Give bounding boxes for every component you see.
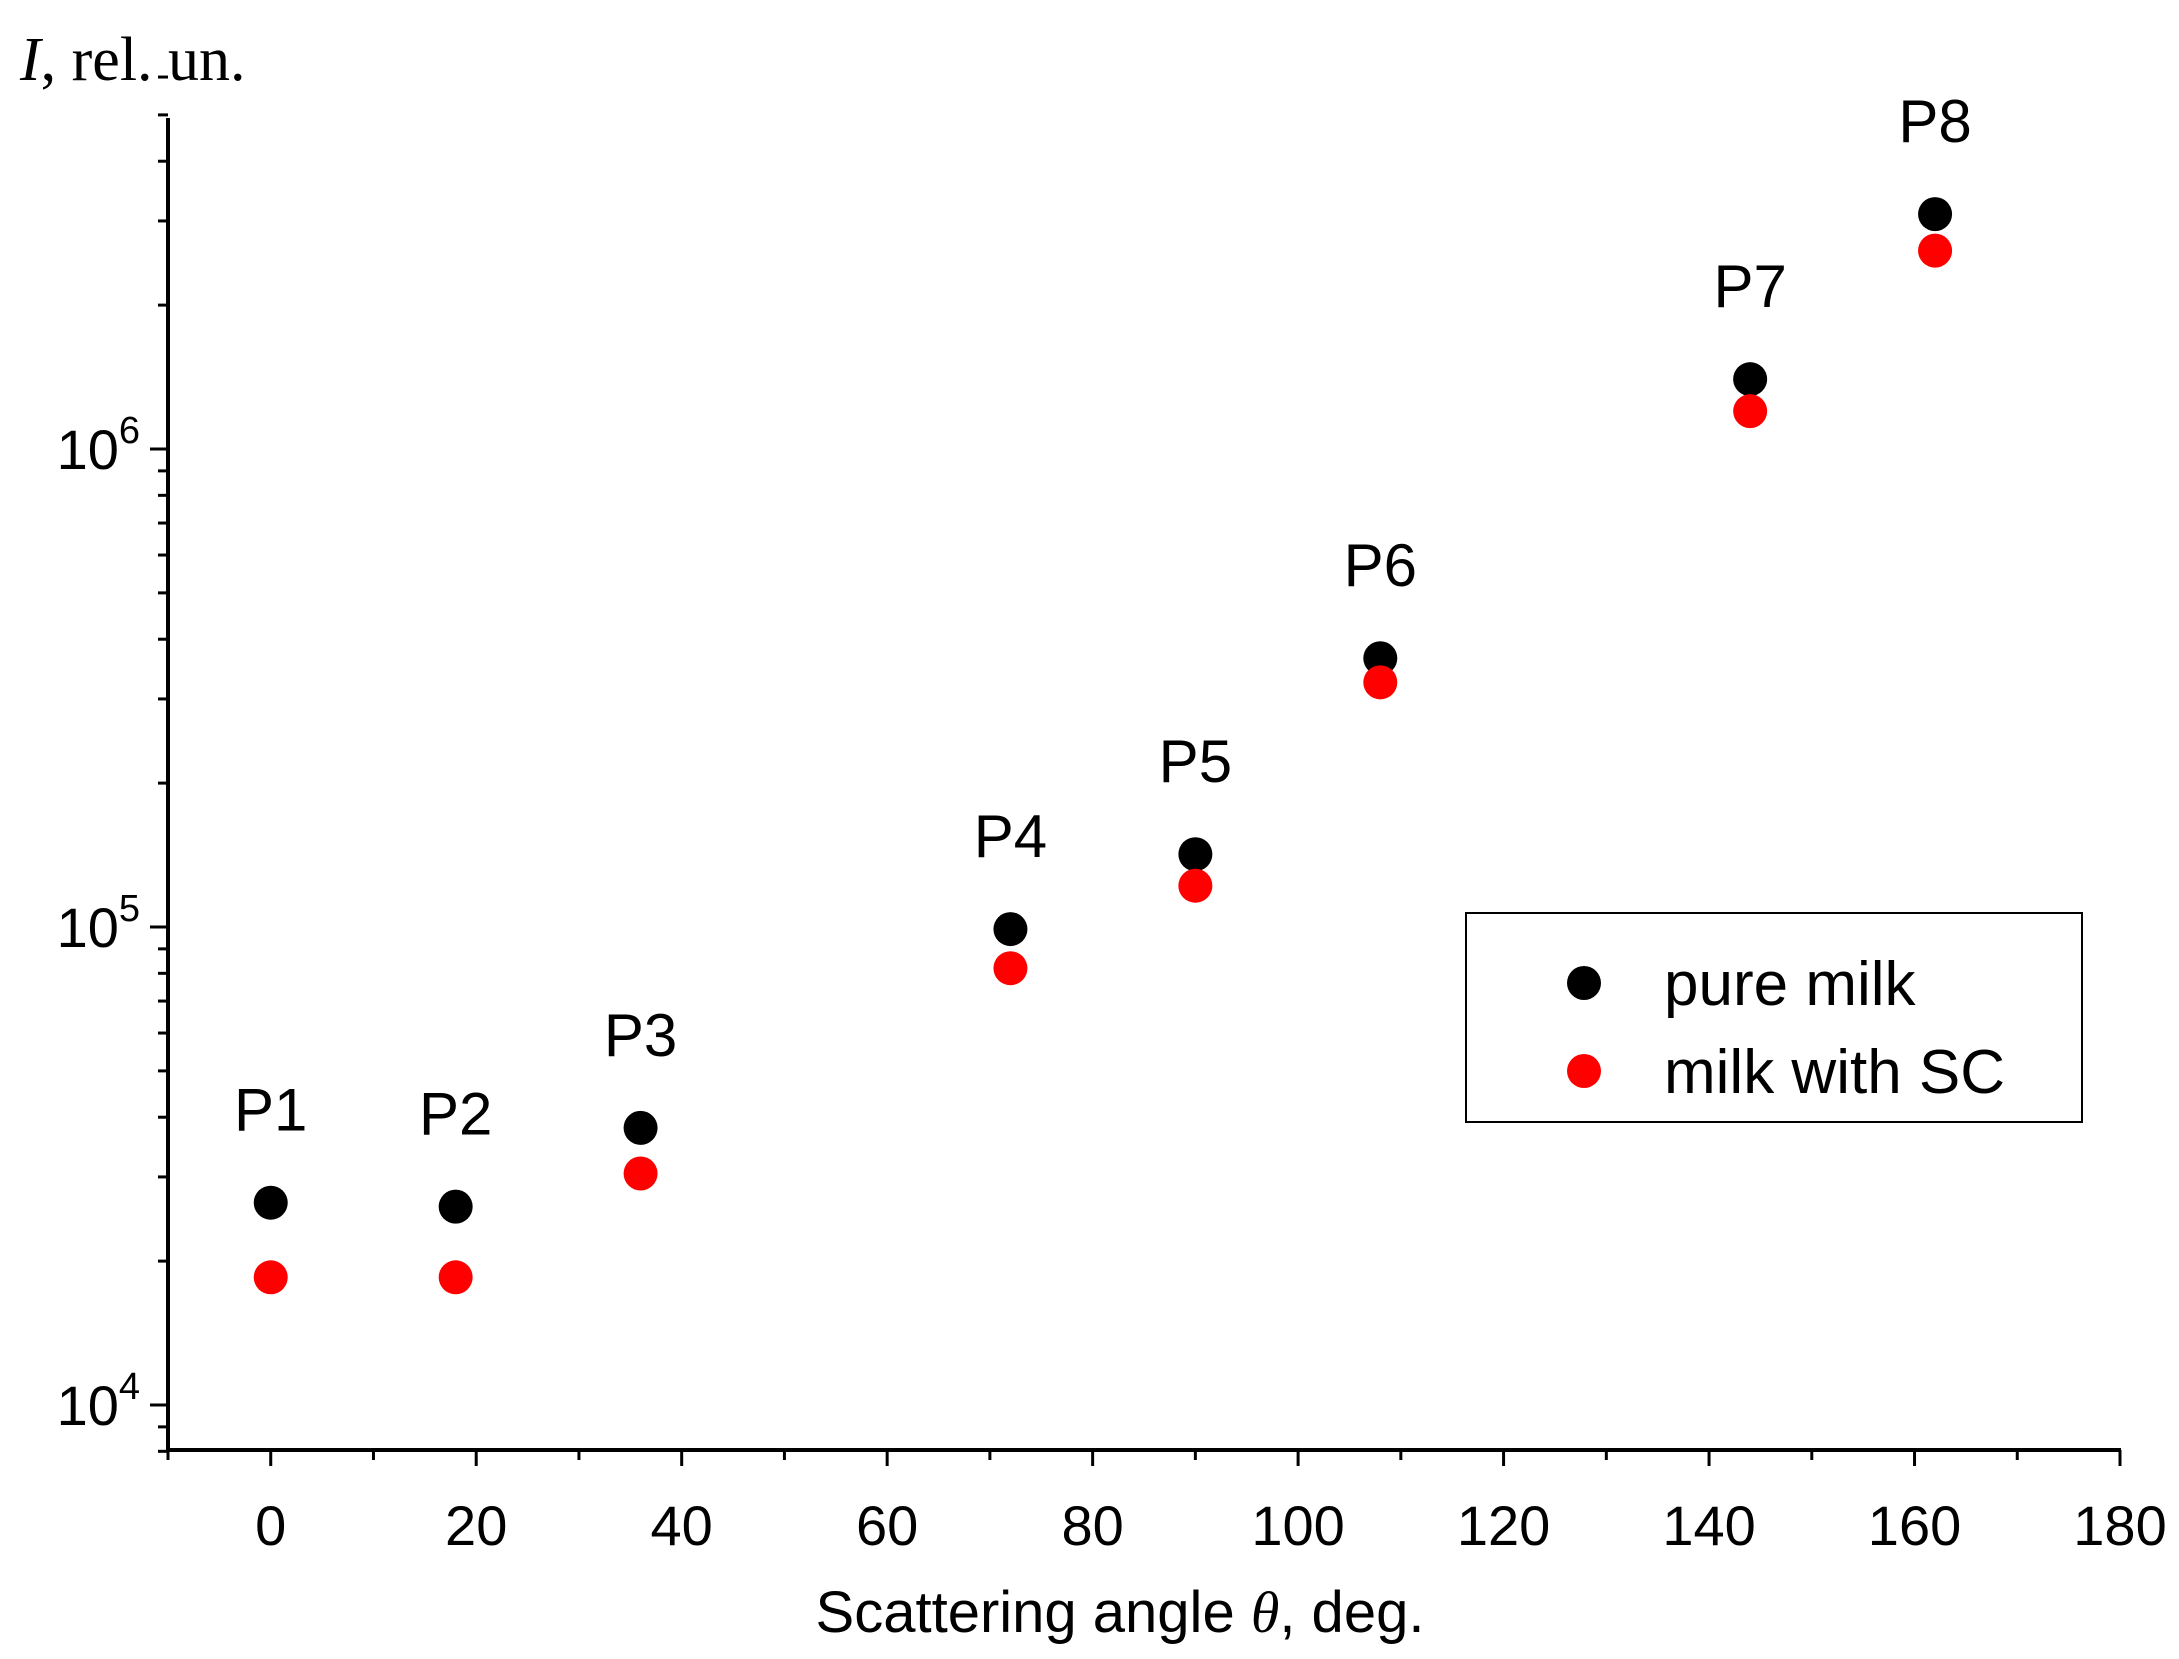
milk-with-sc-point — [1918, 233, 1953, 268]
pure-milk-point — [438, 1189, 473, 1224]
y-tick-label: 105 — [57, 888, 140, 959]
x-axis-title-prefix: Scattering angle — [816, 1580, 1251, 1645]
point-labels: P1 P2 P3 P4 P5 P6 P7 P8 — [234, 88, 1972, 1148]
milk-with-sc-point — [253, 1260, 288, 1295]
x-axis-title-suffix: , deg. — [1279, 1580, 1424, 1645]
point-label: P1 — [234, 1077, 307, 1144]
milk-with-sc-point — [438, 1260, 473, 1295]
legend-label-milk-with-sc: milk with SC — [1664, 1038, 2005, 1107]
pure-milk-point — [1178, 837, 1213, 872]
x-tick-label: 160 — [1868, 1494, 1961, 1557]
legend-label-pure-milk: pure milk — [1664, 950, 1917, 1019]
y-tick-label: 104 — [57, 1366, 140, 1437]
pure-milk-point — [1918, 197, 1953, 232]
point-label: P2 — [419, 1081, 492, 1148]
legend-marker-milk-with-sc — [1567, 1054, 1601, 1088]
legend-box — [1465, 912, 2083, 1123]
legend-marker-pure-milk — [1567, 966, 1601, 1000]
x-tick-label: 20 — [445, 1494, 507, 1557]
series-marks — [253, 197, 1953, 1295]
milk-with-sc-point — [1178, 868, 1213, 903]
y-axis-title: I, rel. un. — [19, 26, 246, 94]
x-tick-label: 180 — [2073, 1494, 2166, 1557]
milk-with-sc-point — [993, 951, 1028, 986]
milk-with-sc-point — [1733, 394, 1768, 429]
x-axis-ticks: 0 20 40 60 80 100 120 140 160 180 — [166, 1450, 2167, 1557]
point-label: P7 — [1713, 253, 1786, 320]
x-tick-label: 40 — [651, 1494, 713, 1557]
point-label: P5 — [1159, 728, 1232, 795]
pure-milk-point — [253, 1185, 288, 1220]
x-tick-label: 60 — [856, 1494, 918, 1557]
point-label: P4 — [974, 803, 1047, 870]
x-axis-title-symbol: θ — [1251, 1580, 1280, 1645]
point-label: P8 — [1898, 88, 1971, 155]
milk-with-sc-point — [1363, 665, 1398, 700]
pure-milk-point — [993, 912, 1028, 947]
legend: pure milk milk with SC — [1465, 912, 2083, 1123]
x-tick-label: 140 — [1662, 1494, 1755, 1557]
x-tick-label: 80 — [1061, 1494, 1123, 1557]
x-axis-title: Scattering angle θ, deg. — [816, 1580, 1425, 1645]
milk-with-sc-point — [623, 1156, 658, 1191]
y-axis-ticks: 104 105 106 — [57, 75, 168, 1453]
point-label: P6 — [1344, 532, 1417, 599]
pure-milk-point — [1363, 641, 1398, 676]
x-tick-label: 100 — [1251, 1494, 1344, 1557]
y-axis-title-rest: , rel. un. — [41, 26, 246, 94]
x-tick-label: 120 — [1457, 1494, 1550, 1557]
x-tick-label: 0 — [255, 1494, 286, 1557]
y-axis-title-symbol: I — [19, 26, 44, 94]
y-tick-label: 106 — [57, 410, 140, 481]
pure-milk-point — [1733, 362, 1768, 397]
pure-milk-point — [623, 1110, 658, 1145]
point-label: P3 — [604, 1002, 677, 1069]
